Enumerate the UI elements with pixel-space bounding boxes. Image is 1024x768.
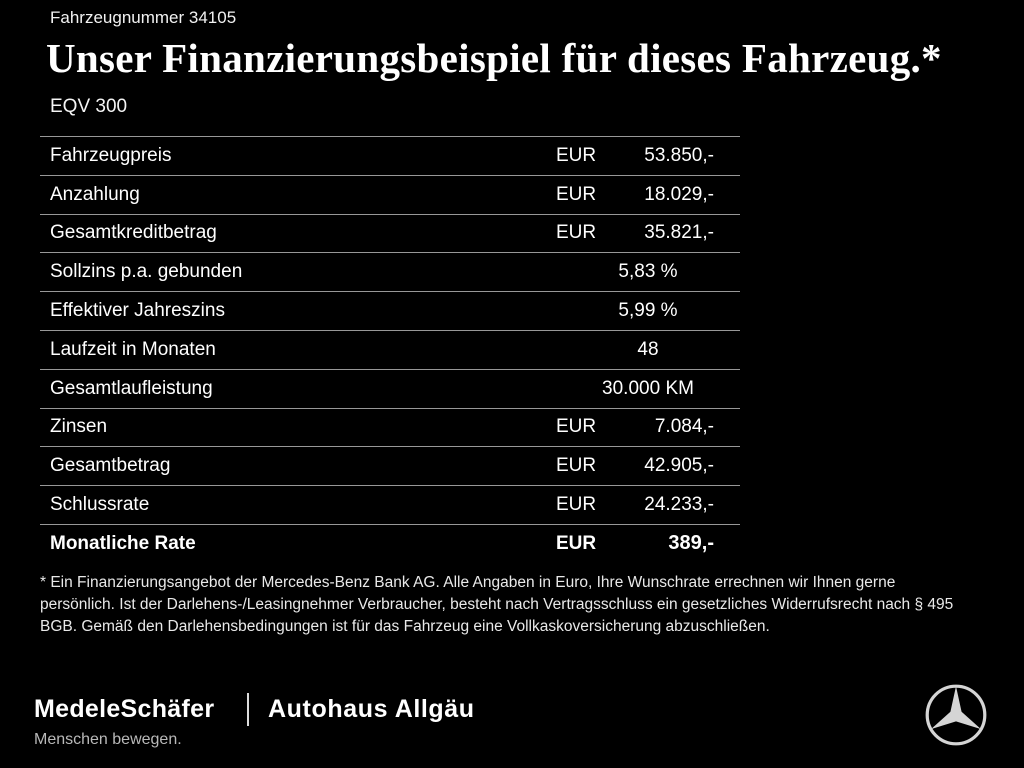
page-title: Unser Finanzierungsbeispiel für dieses F… <box>46 35 942 81</box>
row-currency: EUR <box>556 222 597 244</box>
row-label: Gesamtbetrag <box>50 455 171 477</box>
vehicle-number: Fahrzeugnummer 34105 <box>50 8 237 27</box>
row-label: Fahrzeugpreis <box>50 144 172 166</box>
row-value: 53.850,- <box>644 144 714 166</box>
row-currency: EUR <box>556 183 597 205</box>
table-row: Schlussrate EUR 24.233,- <box>40 485 740 524</box>
table-row: Anzahlung EUR 18.029,- <box>40 174 740 214</box>
mercedes-star-icon <box>924 683 988 747</box>
row-value: 7.084,- <box>654 416 714 438</box>
row-value: 24.233,- <box>644 494 714 516</box>
row-currency: EUR <box>556 144 597 166</box>
dealer-logo-medeleschaefer: MedeleSchäfer <box>34 695 215 723</box>
row-currency: EUR <box>556 532 597 554</box>
dealer-logo-autohaus-allgaeu: Autohaus Allgäu <box>268 695 475 723</box>
row-label: Effektiver Jahreszins <box>50 300 225 322</box>
row-value: 35.821,- <box>644 222 714 244</box>
row-label: Laufzeit in Monaten <box>50 338 216 360</box>
table-row: Zinsen EUR 7.084,- <box>40 407 740 447</box>
row-currency: EUR <box>556 494 597 516</box>
row-label: Schlussrate <box>50 494 150 516</box>
row-value: 5,99 % <box>618 300 678 322</box>
table-row: Gesamtlaufleistung 30.000 KM <box>40 368 740 408</box>
footer-divider <box>247 693 249 726</box>
dealer-tagline: Menschen bewegen. <box>34 731 182 748</box>
table-row: Laufzeit in Monaten 48 <box>40 329 740 369</box>
row-label: Gesamtlaufleistung <box>50 377 213 399</box>
row-currency: EUR <box>556 455 597 477</box>
row-value: 48 <box>637 338 659 360</box>
financing-table: Fahrzeugpreis EUR 53.850,- Anzahlung EUR 1… <box>40 136 740 563</box>
table-row: Fahrzeugpreis EUR 53.850,- <box>40 136 740 175</box>
row-value: 5,83 % <box>618 261 678 283</box>
table-row: Gesamtbetrag EUR 42.905,- <box>40 446 740 485</box>
row-value: 389,- <box>668 532 714 555</box>
table-row-monthly-rate: Monatliche Rate EUR 389,- <box>40 523 740 563</box>
table-row: Effektiver Jahreszins 5,99 % <box>40 291 740 330</box>
row-label: Monatliche Rate <box>50 532 196 554</box>
row-value: 42.905,- <box>644 455 714 477</box>
row-currency: EUR <box>556 416 597 438</box>
footer-bar: MedeleSchäfer Menschen bewegen. Autohaus… <box>0 683 1024 768</box>
row-label: Anzahlung <box>50 183 140 205</box>
row-label: Zinsen <box>50 416 108 438</box>
financing-footnote: * Ein Finanzierungsangebot der Mercedes-… <box>40 574 954 635</box>
row-label: Gesamtkreditbetrag <box>50 222 217 244</box>
row-label: Sollzins p.a. gebunden <box>50 261 243 283</box>
row-value: 18.029,- <box>644 183 714 205</box>
table-row: Gesamtkreditbetrag EUR 35.821,- <box>40 213 740 253</box>
row-value: 30.000 KM <box>602 377 694 399</box>
vehicle-model: EQV 300 <box>50 96 128 117</box>
table-row: Sollzins p.a. gebunden 5,83 % <box>40 252 740 291</box>
